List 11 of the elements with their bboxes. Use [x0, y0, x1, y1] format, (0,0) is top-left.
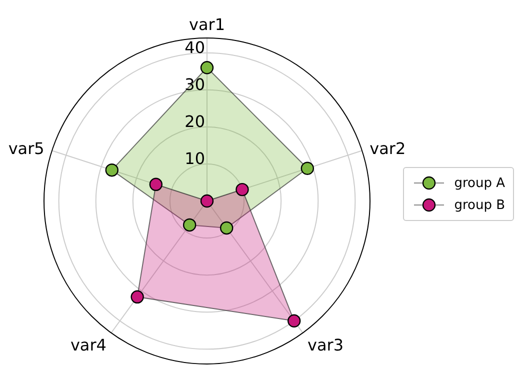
spoke-label: var5 [8, 138, 44, 158]
y-tick-label: 10 [184, 148, 205, 168]
spoke-label: var3 [308, 336, 344, 355]
y-tick-label: 30 [184, 74, 205, 94]
spoke-label: var2 [370, 138, 406, 158]
spoke-label: var4 [70, 336, 106, 355]
spoke-label: var1 [188, 15, 226, 34]
legend-label: group B [454, 198, 505, 212]
y-tick-label: 40 [184, 38, 205, 57]
y-tick-label: 20 [184, 112, 205, 131]
legend-label: group A [454, 176, 505, 190]
